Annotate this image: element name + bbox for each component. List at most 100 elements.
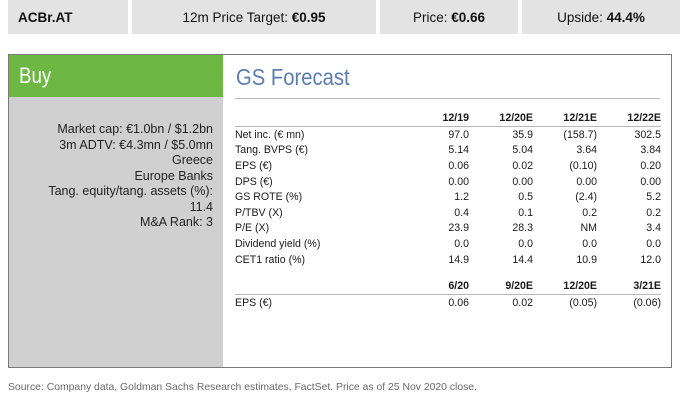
cell-value: 10.9 (576, 253, 597, 266)
cell-value: 0.02 (512, 159, 533, 172)
cell-value: 23.9 (448, 222, 469, 235)
cell-value: (2.4) (575, 191, 597, 204)
info-line: Greece (172, 153, 213, 167)
cell-value: 35.9 (512, 128, 533, 141)
column-header: 9/20E (469, 277, 533, 296)
cell-value: (158.7) (563, 128, 597, 141)
table-row: EPS (€) 0.06 0.02 (0.05) (0.06) (235, 295, 661, 311)
table-row: Dividend yield (%) 0.0 0.0 0.0 0.0 (235, 236, 661, 252)
row-label: P/TBV (X) (235, 206, 283, 219)
price-cell: Price: €0.66 (380, 0, 518, 34)
cell-value: 0.0 (454, 237, 469, 250)
cell-value: 12.0 (640, 253, 661, 266)
cell-value: 0.0 (518, 237, 533, 250)
company-info-panel: Buy Market cap: €1.0bn / $1.2bn 3m ADTV: … (9, 55, 223, 367)
table-header-row: 6/20 9/20E 12/20E 3/21E (235, 277, 661, 296)
cell-value: 302.5 (634, 128, 661, 141)
row-label: DPS (€) (235, 175, 273, 188)
cell-value: 0.2 (582, 206, 597, 219)
spacer-cell (235, 267, 661, 277)
column-header: 3/21E (597, 277, 661, 296)
cell-value: 5.14 (448, 144, 469, 157)
cell-value: 0.5 (518, 191, 533, 204)
cell-value: 0.0 (646, 237, 661, 250)
cell-value: 5.2 (646, 191, 661, 204)
cell-value: 3.4 (646, 222, 661, 235)
forecast-panel: GS Forecast 12/19 12/20E 12/21E 12/22E Net i… (223, 55, 671, 367)
price-value: €0.66 (451, 9, 486, 25)
column-header: 12/20E (469, 109, 533, 127)
column-header: 12/19 (405, 109, 469, 127)
row-label: Dividend yield (%) (235, 237, 321, 250)
cell-value: 1.2 (454, 191, 469, 204)
cell-value: (0.05) (569, 297, 597, 310)
price-target-label: 12m Price Target: (182, 9, 292, 25)
cell-value: 3.84 (640, 144, 661, 157)
header-blank (235, 109, 405, 127)
row-label: CET1 ratio (%) (235, 253, 306, 266)
info-line: Tang. equity/tang. assets (%): (48, 184, 213, 198)
forecast-table: 12/19 12/20E 12/21E 12/22E Net inc. (€ mn) 97… (235, 109, 661, 311)
cell-value: 14.4 (512, 253, 533, 266)
table-row: DPS (€) 0.00 0.00 0.00 0.00 (235, 174, 661, 190)
row-label: EPS (€) (235, 297, 273, 310)
forecast-title: GS Forecast (236, 64, 350, 90)
table-row: EPS (€) 0.06 0.02 (0.10) 0.20 (235, 158, 661, 174)
price-label: Price: (412, 9, 452, 25)
column-header: 6/20 (405, 277, 469, 296)
row-label: P/E (X) (235, 222, 270, 235)
table-row: Net inc. (€ mn) 97.0 35.9 (158.7) 302.5 (235, 127, 661, 143)
cell-value: 3.64 (576, 144, 597, 157)
cell-value: 0.00 (448, 175, 469, 188)
ticker: ACBr.AT (18, 9, 73, 25)
cell-value: (0.06) (633, 297, 661, 310)
cell-value: 0.1 (518, 206, 533, 219)
ticker-cell: ACBr.AT (8, 0, 128, 34)
cell-value: 97.0 (448, 128, 469, 141)
table-spacer (235, 267, 661, 277)
info-line: Market cap: €1.0bn / $1.2bn (57, 122, 213, 136)
table-row: P/TBV (X) 0.4 0.1 0.2 0.2 (235, 205, 661, 221)
cell-value: 0.4 (454, 206, 469, 219)
table-row: GS ROTE (%) 1.2 0.5 (2.4) 5.2 (235, 189, 661, 205)
column-header: 12/20E (533, 277, 597, 296)
header-blank (235, 277, 405, 296)
cell-value: 0.02 (512, 297, 533, 310)
row-label: EPS (€) (235, 159, 273, 172)
row-label: Net inc. (€ mn) (235, 128, 305, 141)
cell-value: 0.06 (448, 159, 469, 172)
table-row: Tang. BVPS (€) 5.14 5.04 3.64 3.84 (235, 143, 661, 159)
info-line: M&A Rank: 3 (140, 215, 213, 229)
company-info: Market cap: €1.0bn / $1.2bn 3m ADTV: €4.3… (48, 122, 213, 231)
cell-value: (0.10) (569, 159, 597, 172)
cell-value: NM (580, 222, 597, 235)
row-label: Tang. BVPS (€) (235, 144, 309, 157)
summary-bar: ACBr.AT 12m Price Target: €0.95 Price: €… (0, 0, 680, 34)
upside-value: 44.4% (606, 9, 645, 25)
cell-value: 0.06 (448, 297, 469, 310)
price-target-cell: 12m Price Target: €0.95 (132, 0, 376, 34)
table-header-row: 12/19 12/20E 12/21E 12/22E (235, 109, 661, 127)
cell-value: 0.00 (576, 175, 597, 188)
cell-value: 28.3 (512, 222, 533, 235)
report-panel: Buy Market cap: €1.0bn / $1.2bn 3m ADTV: … (8, 54, 672, 368)
cell-value: 0.00 (512, 175, 533, 188)
table-row: CET1 ratio (%) 14.9 14.4 10.9 12.0 (235, 252, 661, 268)
info-line: Europe Banks (134, 168, 213, 183)
info-line: 3m ADTV: €4.3mn / $5.0mn (59, 137, 213, 152)
cell-value: 0.2 (646, 206, 661, 219)
cell-value: 0.20 (640, 159, 661, 172)
table-row: P/E (X) 23.9 28.3 NM 3.4 (235, 221, 661, 237)
cell-value: 0.0 (582, 237, 597, 250)
rating-label: Buy (19, 63, 52, 88)
title-divider (235, 98, 660, 99)
column-header: 12/22E (597, 109, 661, 127)
cell-value: 5.04 (512, 144, 533, 157)
cell-value: 14.9 (448, 253, 469, 266)
source-note: Source: Company data, Goldman Sachs Rese… (8, 382, 477, 393)
row-label: GS ROTE (%) (235, 191, 303, 204)
cell-value: 0.00 (640, 175, 661, 188)
rating-badge: Buy (9, 55, 223, 97)
price-target-value: €0.95 (291, 9, 326, 25)
info-line: 11.4 (189, 199, 213, 214)
